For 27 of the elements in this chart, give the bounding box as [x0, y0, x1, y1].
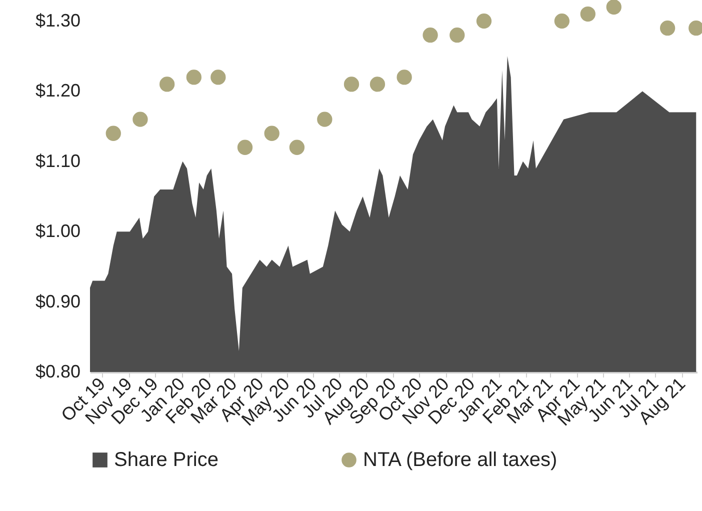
point — [210, 70, 226, 85]
y-tick-label: $0.80 — [35, 362, 80, 382]
y-tick-label: $1.00 — [35, 221, 80, 242]
point — [264, 126, 280, 141]
point — [606, 0, 622, 15]
y-tick-label: $0.90 — [35, 291, 80, 312]
legend-label: NTA (Before all taxes) — [363, 449, 558, 471]
point — [132, 112, 148, 127]
point — [186, 70, 202, 85]
legend-label: Share Price — [114, 449, 218, 471]
y-tick-label: $1.10 — [35, 150, 80, 171]
y-tick-label: $1.20 — [35, 80, 80, 101]
point — [159, 76, 175, 92]
point — [450, 28, 465, 43]
point — [289, 140, 305, 155]
point — [344, 76, 360, 92]
point — [476, 13, 492, 29]
point — [396, 70, 412, 85]
y-tick-label: $1.30 — [35, 10, 80, 31]
point — [370, 76, 386, 92]
point — [554, 13, 570, 29]
point — [317, 112, 332, 127]
point — [422, 28, 438, 43]
point — [580, 6, 596, 22]
point — [660, 20, 676, 36]
point — [237, 140, 253, 155]
point — [106, 126, 121, 141]
